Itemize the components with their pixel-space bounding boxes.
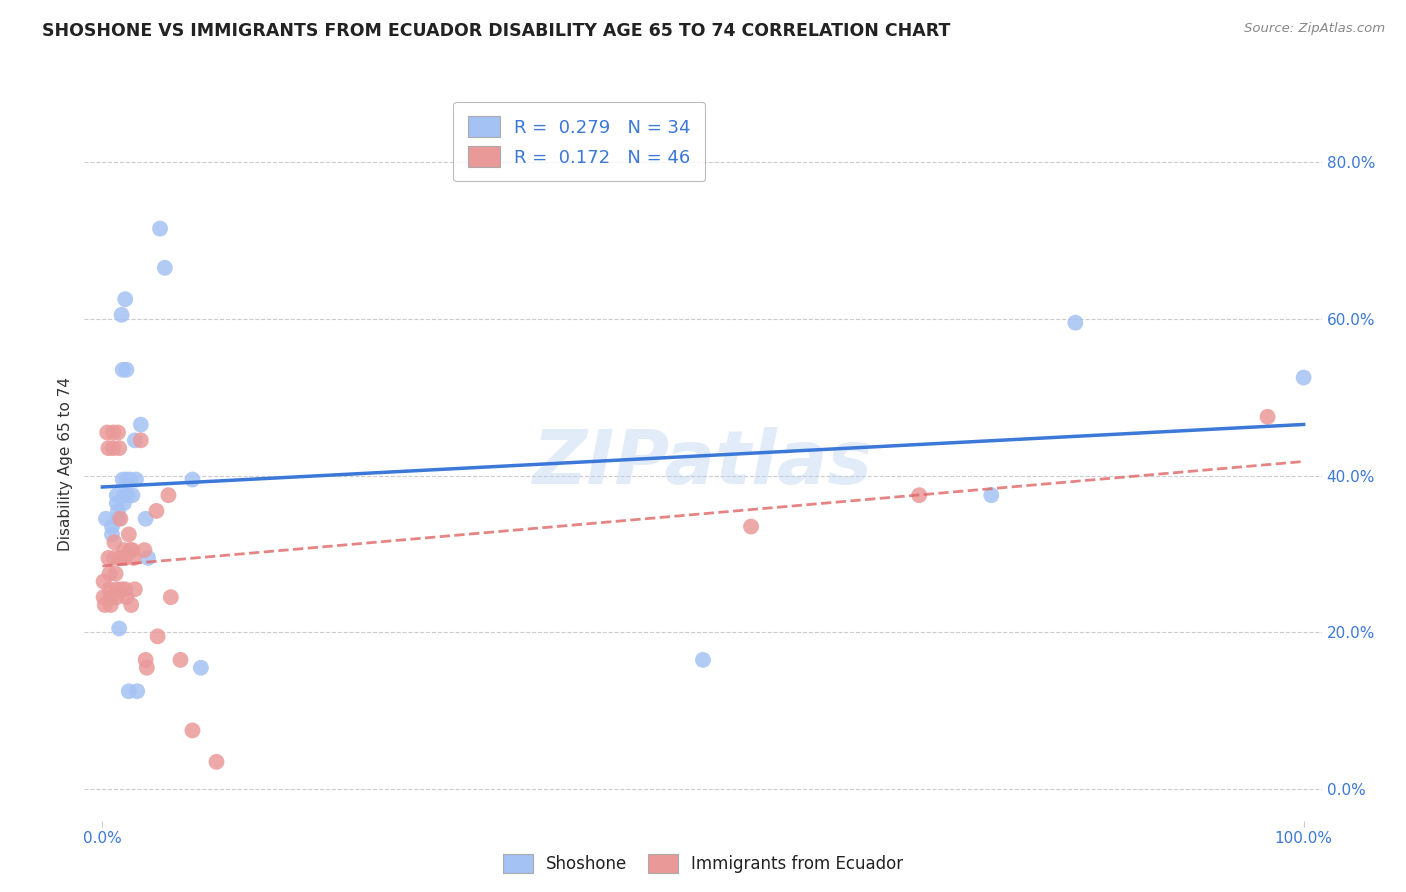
Point bbox=[112, 496, 135, 510]
Text: Source: ZipAtlas.com: Source: ZipAtlas.com bbox=[1244, 22, 1385, 36]
Point bbox=[980, 488, 1002, 502]
Point bbox=[129, 417, 152, 432]
Point bbox=[107, 504, 129, 518]
Point bbox=[115, 473, 138, 487]
Point bbox=[98, 566, 121, 581]
Point bbox=[160, 590, 183, 604]
Point bbox=[100, 590, 122, 604]
Point bbox=[103, 425, 125, 440]
Point bbox=[120, 598, 142, 612]
Point bbox=[107, 512, 129, 526]
Point bbox=[740, 519, 762, 533]
Point bbox=[108, 622, 131, 636]
Point bbox=[145, 504, 167, 518]
Point bbox=[108, 441, 131, 455]
Point bbox=[136, 550, 159, 565]
Point bbox=[111, 473, 134, 487]
Point bbox=[93, 590, 115, 604]
Point bbox=[98, 582, 121, 597]
Point bbox=[105, 496, 128, 510]
Point bbox=[110, 308, 132, 322]
Point bbox=[93, 574, 115, 589]
Point bbox=[149, 221, 172, 235]
Point bbox=[908, 488, 931, 502]
Point bbox=[103, 550, 125, 565]
Point bbox=[124, 434, 146, 448]
Point bbox=[94, 512, 117, 526]
Legend: Shoshone, Immigrants from Ecuador: Shoshone, Immigrants from Ecuador bbox=[496, 847, 910, 880]
Point bbox=[127, 684, 149, 698]
Point bbox=[105, 488, 128, 502]
Point bbox=[112, 488, 135, 502]
Point bbox=[205, 755, 228, 769]
Point bbox=[97, 441, 120, 455]
Point bbox=[122, 550, 145, 565]
Point bbox=[1064, 316, 1087, 330]
Point bbox=[115, 363, 138, 377]
Point bbox=[103, 535, 125, 549]
Point bbox=[135, 653, 157, 667]
Point bbox=[146, 629, 169, 643]
Point bbox=[169, 653, 191, 667]
Point bbox=[117, 488, 139, 502]
Point bbox=[153, 260, 176, 275]
Point bbox=[107, 425, 129, 440]
Point bbox=[105, 582, 128, 597]
Point bbox=[181, 723, 204, 738]
Point bbox=[124, 582, 146, 597]
Point bbox=[101, 519, 124, 533]
Point bbox=[190, 661, 212, 675]
Point bbox=[114, 582, 136, 597]
Point bbox=[121, 543, 143, 558]
Point bbox=[118, 527, 141, 541]
Point bbox=[118, 684, 141, 698]
Point bbox=[135, 661, 157, 675]
Point bbox=[125, 473, 148, 487]
Point bbox=[103, 441, 125, 455]
Point bbox=[110, 512, 132, 526]
Point bbox=[110, 582, 132, 597]
Point bbox=[97, 550, 120, 565]
Point bbox=[1292, 370, 1315, 384]
Point bbox=[114, 292, 136, 306]
Text: SHOSHONE VS IMMIGRANTS FROM ECUADOR DISABILITY AGE 65 TO 74 CORRELATION CHART: SHOSHONE VS IMMIGRANTS FROM ECUADOR DISA… bbox=[42, 22, 950, 40]
Point bbox=[115, 590, 138, 604]
Point bbox=[181, 473, 204, 487]
Point bbox=[114, 550, 136, 565]
Point bbox=[121, 488, 143, 502]
Point bbox=[135, 512, 157, 526]
Point bbox=[105, 590, 128, 604]
Point bbox=[111, 363, 134, 377]
Point bbox=[101, 527, 124, 541]
Point bbox=[100, 598, 122, 612]
Point bbox=[94, 598, 117, 612]
Point bbox=[129, 434, 152, 448]
Point bbox=[692, 653, 714, 667]
Point bbox=[157, 488, 180, 502]
Point bbox=[112, 543, 135, 558]
Point bbox=[110, 550, 132, 565]
Text: ZIPatlas: ZIPatlas bbox=[533, 427, 873, 500]
Y-axis label: Disability Age 65 to 74: Disability Age 65 to 74 bbox=[58, 376, 73, 551]
Point bbox=[134, 543, 156, 558]
Point bbox=[104, 566, 127, 581]
Point bbox=[1257, 409, 1279, 424]
Point bbox=[118, 473, 141, 487]
Point bbox=[96, 425, 118, 440]
Point bbox=[118, 543, 141, 558]
